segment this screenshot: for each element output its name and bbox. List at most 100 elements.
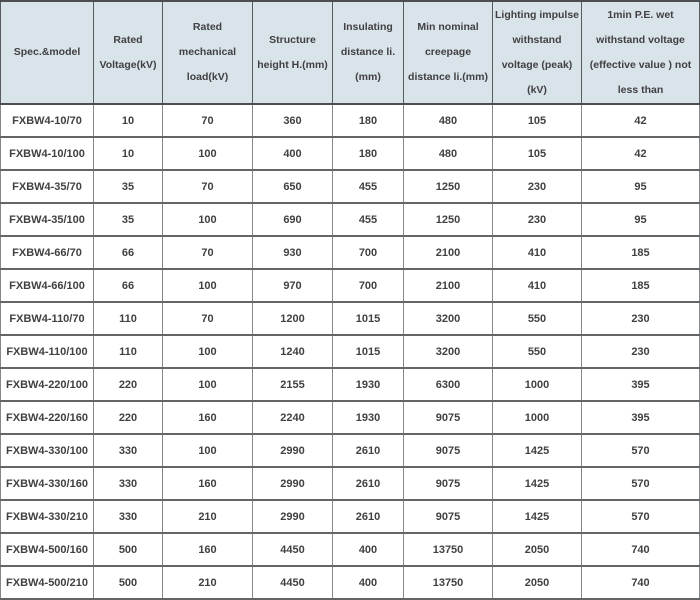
value-cell: 42 — [581, 103, 700, 138]
value-cell: 1425 — [492, 499, 582, 534]
value-cell: 740 — [581, 565, 700, 600]
value-cell: 1250 — [403, 202, 493, 237]
spec-model-cell: FXBW4-330/160 — [0, 466, 94, 501]
spec-model-cell: FXBW4-10/100 — [0, 136, 94, 171]
value-cell: 4450 — [252, 565, 333, 600]
value-cell: 230 — [581, 334, 700, 369]
value-cell: 3200 — [403, 301, 493, 336]
value-cell: 70 — [162, 235, 253, 270]
value-cell: 395 — [581, 367, 700, 402]
value-cell: 400 — [332, 565, 404, 600]
value-cell: 2100 — [403, 268, 493, 303]
table-row: FXBW4-330/210 330 210 2990 2610 9075 1425 570 — [0, 499, 700, 534]
table-row: FXBW4-66/100 66 100 970 700 2100 410 185 — [0, 268, 700, 303]
value-cell: 2990 — [252, 466, 333, 501]
value-cell: 3200 — [403, 334, 493, 369]
value-cell: 185 — [581, 268, 700, 303]
value-cell: 70 — [162, 301, 253, 336]
spec-model-cell: FXBW4-500/210 — [0, 565, 94, 600]
table-body: FXBW4-10/70 10 70 360 180 480 105 42 FXBW4-10/10… — [0, 103, 700, 600]
value-cell: 2610 — [332, 433, 404, 468]
value-cell: 110 — [93, 301, 163, 336]
value-cell: 930 — [252, 235, 333, 270]
value-cell: 230 — [492, 169, 582, 204]
value-cell: 2990 — [252, 499, 333, 534]
value-cell: 360 — [252, 103, 333, 138]
spec-model-cell: FXBW4-35/100 — [0, 202, 94, 237]
spec-model-cell: FXBW4-500/160 — [0, 532, 94, 567]
value-cell: 570 — [581, 499, 700, 534]
value-cell: 330 — [93, 466, 163, 501]
value-cell: 35 — [93, 202, 163, 237]
value-cell: 2610 — [332, 499, 404, 534]
value-cell: 1015 — [332, 301, 404, 336]
value-cell: 740 — [581, 532, 700, 567]
table-row: FXBW4-500/160 500 160 4450 400 13750 2050 740 — [0, 532, 700, 567]
value-cell: 220 — [93, 400, 163, 435]
value-cell: 1015 — [332, 334, 404, 369]
value-cell: 105 — [492, 103, 582, 138]
value-cell: 2155 — [252, 367, 333, 402]
column-header: Min nominal creepage distance li.(mm) — [403, 0, 493, 105]
value-cell: 100 — [162, 202, 253, 237]
value-cell: 700 — [332, 235, 404, 270]
spec-model-cell: FXBW4-110/100 — [0, 334, 94, 369]
value-cell: 570 — [581, 433, 700, 468]
value-cell: 1425 — [492, 466, 582, 501]
value-cell: 410 — [492, 235, 582, 270]
value-cell: 455 — [332, 169, 404, 204]
value-cell: 2050 — [492, 565, 582, 600]
value-cell: 1425 — [492, 433, 582, 468]
value-cell: 9075 — [403, 433, 493, 468]
value-cell: 160 — [162, 466, 253, 501]
value-cell: 10 — [93, 103, 163, 138]
value-cell: 2610 — [332, 466, 404, 501]
value-cell: 1000 — [492, 367, 582, 402]
table-row: FXBW4-35/70 35 70 650 455 1250 230 95 — [0, 169, 700, 204]
value-cell: 1250 — [403, 169, 493, 204]
table-row: FXBW4-500/210 500 210 4450 400 13750 2050 740 — [0, 565, 700, 600]
value-cell: 1240 — [252, 334, 333, 369]
header-row: Spec.&model Rated Voltage(kV) Rated mechan… — [0, 0, 700, 105]
value-cell: 500 — [93, 532, 163, 567]
value-cell: 210 — [162, 565, 253, 600]
table-row: FXBW4-220/160 220 160 2240 1930 9075 1000 395 — [0, 400, 700, 435]
value-cell: 13750 — [403, 565, 493, 600]
value-cell: 500 — [93, 565, 163, 600]
table-header: Spec.&model Rated Voltage(kV) Rated mechan… — [0, 0, 700, 105]
value-cell: 2240 — [252, 400, 333, 435]
spec-model-cell: FXBW4-66/70 — [0, 235, 94, 270]
column-header: Rated mechanical load(kV) — [162, 0, 253, 105]
value-cell: 105 — [492, 136, 582, 171]
value-cell: 160 — [162, 532, 253, 567]
value-cell: 480 — [403, 103, 493, 138]
value-cell: 700 — [332, 268, 404, 303]
value-cell: 100 — [162, 367, 253, 402]
value-cell: 330 — [93, 433, 163, 468]
table-row: FXBW4-110/100 110 100 1240 1015 3200 550 230 — [0, 334, 700, 369]
value-cell: 100 — [162, 268, 253, 303]
value-cell: 480 — [403, 136, 493, 171]
value-cell: 1930 — [332, 367, 404, 402]
spec-model-cell: FXBW4-110/70 — [0, 301, 94, 336]
value-cell: 70 — [162, 103, 253, 138]
column-header: Structure height H.(mm) — [252, 0, 333, 105]
value-cell: 66 — [93, 235, 163, 270]
value-cell: 100 — [162, 334, 253, 369]
table-row: FXBW4-10/100 10 100 400 180 480 105 42 — [0, 136, 700, 171]
table-row: FXBW4-110/70 110 70 1200 1015 3200 550 230 — [0, 301, 700, 336]
value-cell: 100 — [162, 433, 253, 468]
spec-model-cell: FXBW4-35/70 — [0, 169, 94, 204]
value-cell: 395 — [581, 400, 700, 435]
table-row: FXBW4-35/100 35 100 690 455 1250 230 95 — [0, 202, 700, 237]
value-cell: 1000 — [492, 400, 582, 435]
spec-model-cell: FXBW4-330/100 — [0, 433, 94, 468]
value-cell: 550 — [492, 301, 582, 336]
value-cell: 180 — [332, 103, 404, 138]
value-cell: 1930 — [332, 400, 404, 435]
column-header: Insulating distance li.(mm) — [332, 0, 404, 105]
value-cell: 160 — [162, 400, 253, 435]
value-cell: 570 — [581, 466, 700, 501]
value-cell: 100 — [162, 136, 253, 171]
